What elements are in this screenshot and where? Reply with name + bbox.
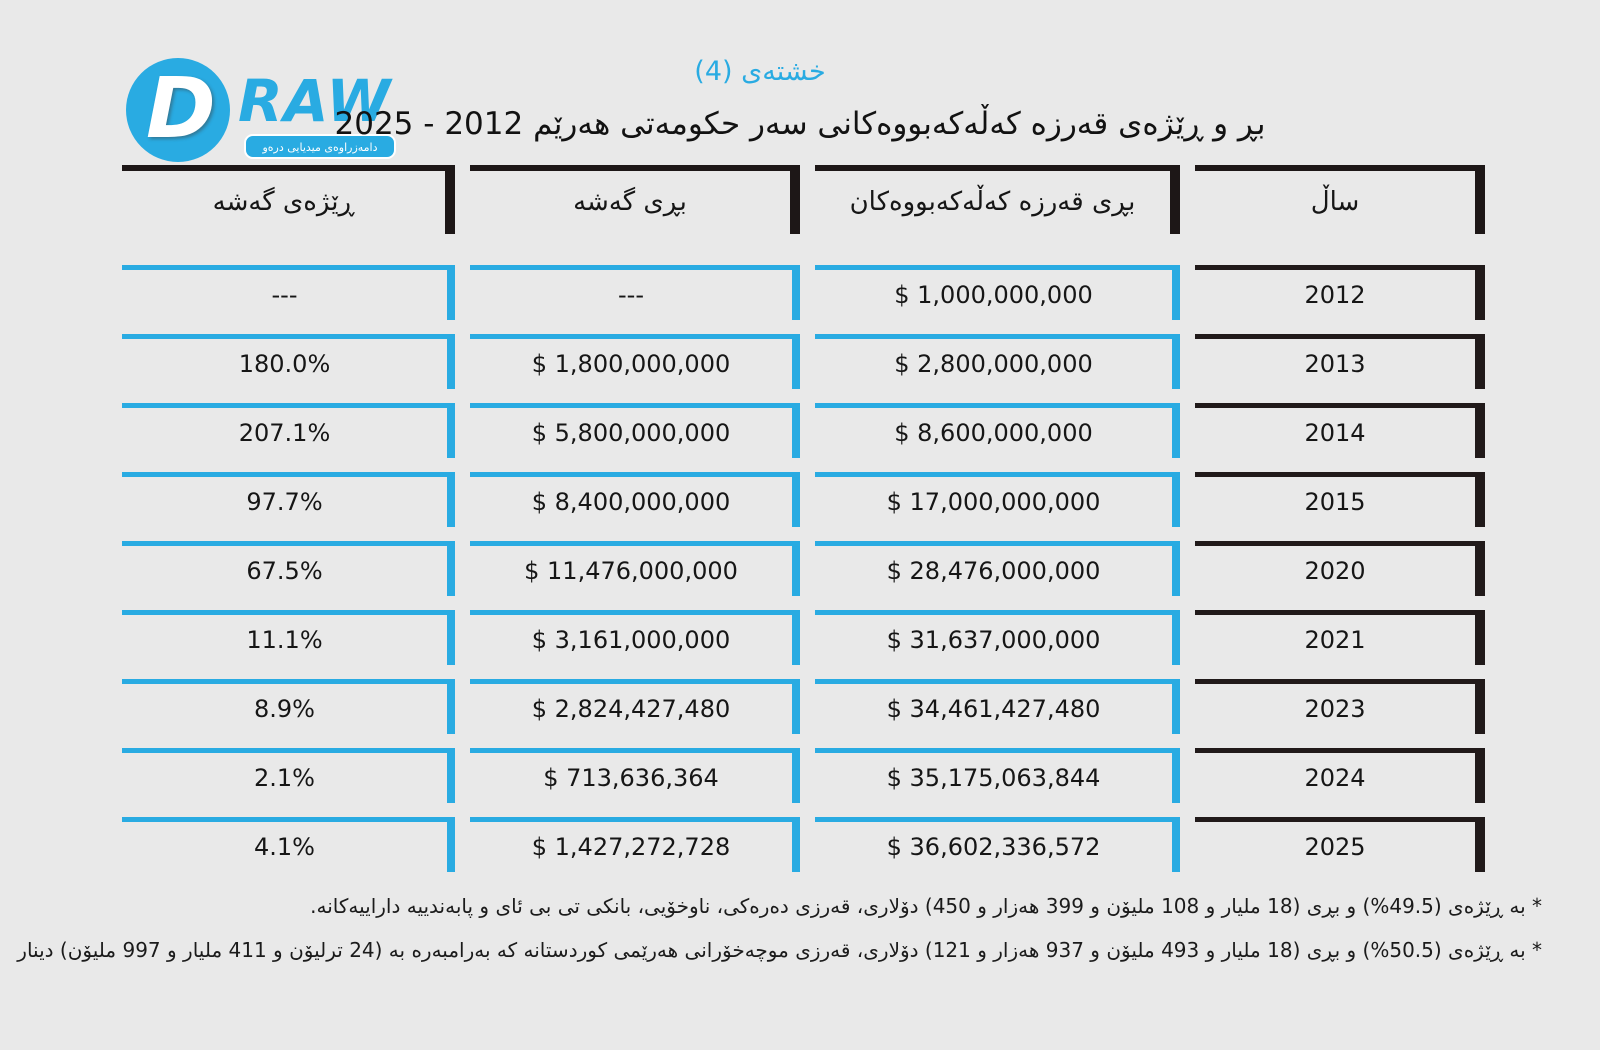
growth-cell: $ 1,800,000,000: [470, 334, 800, 389]
logo-circle-icon: [126, 58, 230, 162]
debt-cell: $ 1,000,000,000: [815, 265, 1180, 320]
rate-cell: 180.0%: [122, 334, 455, 389]
debt-cell: $ 28,476,000,000: [815, 541, 1180, 596]
footnote-line: * بە ڕێژەی (49.5%) و بڕی (18 ملیار و 108…: [310, 894, 1542, 918]
rate-cell: 207.1%: [122, 403, 455, 458]
footnote-line: * بە ڕێژەی (50.5%) و بڕی (18 ملیار و 493…: [17, 938, 1542, 962]
growth-cell: $ 2,824,427,480: [470, 679, 800, 734]
table-body: 2012 $ 1,000,000,000 --- --- 2013 $ 2,80…: [122, 265, 1485, 872]
debt-cell: $ 34,461,427,480: [815, 679, 1180, 734]
year-cell: 2014: [1195, 403, 1485, 458]
year-cell: 2025: [1195, 817, 1485, 872]
column-header-year: ساڵ: [1195, 165, 1485, 234]
growth-cell: $ 11,476,000,000: [470, 541, 800, 596]
year-cell: 2015: [1195, 472, 1485, 527]
logo-tagline: دامەزراوەی میدیایی درەو: [244, 134, 396, 159]
table-number-label: خشتەی (4): [694, 56, 826, 87]
growth-cell: $ 1,427,272,728: [470, 817, 800, 872]
draw-media-logo: D RAW دامەزراوەی میدیایی درەو: [122, 50, 412, 168]
debt-cell: $ 36,602,336,572: [815, 817, 1180, 872]
year-cell: 2020: [1195, 541, 1485, 596]
column-header-growth: بڕی گەشە: [470, 165, 800, 234]
column-header-rate: ڕێژەی گەشە: [122, 165, 455, 234]
rate-cell: ---: [122, 265, 455, 320]
debt-cell: $ 31,637,000,000: [815, 610, 1180, 665]
debt-table: ساڵ بڕی قەرزە کەڵەکەبووەکان بڕی گەشە ڕێژ…: [122, 165, 1485, 872]
year-cell: 2023: [1195, 679, 1485, 734]
rate-cell: 8.9%: [122, 679, 455, 734]
debt-cell: $ 17,000,000,000: [815, 472, 1180, 527]
growth-cell: $ 3,161,000,000: [470, 610, 800, 665]
table-header-row: ساڵ بڕی قەرزە کەڵەکەبووەکان بڕی گەشە ڕێژ…: [122, 165, 1485, 234]
debt-cell: $ 8,600,000,000: [815, 403, 1180, 458]
year-cell: 2021: [1195, 610, 1485, 665]
debt-cell: $ 35,175,063,844: [815, 748, 1180, 803]
year-cell: 2024: [1195, 748, 1485, 803]
growth-cell: $ 5,800,000,000: [470, 403, 800, 458]
rate-cell: 97.7%: [122, 472, 455, 527]
page-title: بڕ و ڕێژەی قەرزە کەڵەکەبووەکانی سەر حکوم…: [334, 106, 1266, 142]
debt-cell: $ 2,800,000,000: [815, 334, 1180, 389]
growth-cell: $ 713,636,364: [470, 748, 800, 803]
rate-cell: 4.1%: [122, 817, 455, 872]
footnotes: * بە ڕێژەی (49.5%) و بڕی (18 ملیار و 108…: [17, 891, 1542, 979]
year-cell: 2013: [1195, 334, 1485, 389]
growth-cell: $ 8,400,000,000: [470, 472, 800, 527]
rate-cell: 11.1%: [122, 610, 455, 665]
year-cell: 2012: [1195, 265, 1485, 320]
logo-letters-raw: RAW: [238, 67, 392, 135]
column-header-debt: بڕی قەرزە کەڵەکەبووەکان: [815, 165, 1180, 234]
rate-cell: 2.1%: [122, 748, 455, 803]
logo-letter-d: D: [146, 59, 216, 157]
rate-cell: 67.5%: [122, 541, 455, 596]
growth-cell: ---: [470, 265, 800, 320]
